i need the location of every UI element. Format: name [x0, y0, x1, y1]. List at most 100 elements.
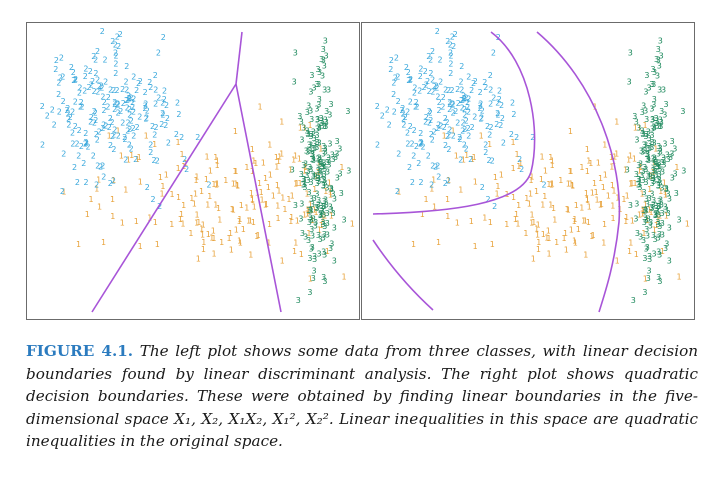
class-3-point: 3	[659, 52, 664, 61]
class-2-point: 2	[110, 37, 115, 46]
class-2-point: 2	[437, 98, 442, 107]
class-1-point: 1	[640, 190, 645, 199]
class-2-point: 2	[101, 172, 106, 181]
class-2-point: 2	[184, 165, 189, 174]
class-1-point: 1	[310, 216, 315, 225]
class-3-point: 3	[317, 160, 322, 169]
class-2-point: 2	[108, 141, 113, 150]
class-2-point: 2	[99, 82, 104, 91]
class-2-point: 2	[438, 77, 443, 86]
class-3-point: 3	[652, 249, 657, 258]
class-2-point: 2	[61, 97, 66, 106]
class-2-point: 2	[494, 120, 499, 129]
class-1-point: 1	[215, 161, 220, 170]
class-1-point: 1	[233, 167, 238, 176]
class-2-point: 2	[473, 77, 478, 86]
class-1-point: 1	[637, 167, 642, 176]
class-2-point: 2	[514, 133, 519, 142]
class-1-point: 1	[664, 211, 669, 220]
class-3-point: 3	[326, 153, 331, 162]
class-3-point: 3	[329, 185, 334, 194]
class-2-point: 2	[447, 100, 452, 109]
class-3-point: 3	[654, 158, 659, 167]
class-2-point: 2	[491, 48, 496, 57]
class-1-point: 1	[134, 217, 139, 226]
class-2-point: 2	[118, 30, 123, 39]
class-1-point: 1	[624, 213, 629, 222]
class-2-point: 2	[162, 95, 167, 104]
class-3-point: 3	[660, 209, 665, 218]
class-3-point: 3	[309, 71, 314, 80]
class-2-point: 2	[445, 118, 450, 127]
class-3-point: 3	[657, 62, 662, 71]
class-1-point: 1	[651, 159, 656, 168]
class-2-point: 2	[92, 118, 97, 127]
class-2-point: 2	[100, 93, 105, 102]
class-1-point: 1	[276, 214, 281, 223]
class-3-point: 3	[640, 148, 645, 157]
class-3-point: 3	[659, 200, 664, 209]
class-3-point: 3	[329, 206, 334, 215]
class-2-point: 2	[446, 131, 451, 140]
class-3-point: 3	[647, 267, 652, 276]
class-1-point: 1	[589, 232, 594, 241]
class-3-point: 3	[323, 122, 328, 131]
class-2-point: 2	[95, 87, 100, 96]
class-2-point: 2	[483, 83, 488, 92]
class-3-point: 3	[316, 174, 321, 183]
class-3-point: 3	[645, 144, 650, 153]
class-2-point: 2	[145, 183, 150, 192]
class-2-point: 2	[432, 82, 437, 91]
class-3-point: 3	[305, 108, 310, 117]
class-1-point: 1	[472, 153, 477, 162]
class-2-point: 2	[56, 90, 61, 99]
class-1-point: 1	[116, 127, 121, 136]
class-2-point: 2	[126, 91, 131, 100]
class-2-point: 2	[54, 56, 59, 65]
class-1-point: 1	[244, 163, 249, 172]
class-2-point: 2	[105, 102, 110, 111]
class-1-point: 1	[539, 175, 544, 184]
class-2-point: 2	[432, 128, 437, 137]
class-2-point: 2	[65, 106, 70, 115]
class-3-point: 3	[322, 251, 327, 260]
class-1-point: 1	[244, 204, 249, 213]
class-1-point: 1	[579, 204, 584, 213]
class-3-point: 3	[628, 48, 633, 57]
class-3-point: 3	[318, 167, 323, 176]
class-2-point: 2	[450, 33, 455, 42]
class-2-point: 2	[103, 77, 108, 86]
class-2-point: 2	[116, 132, 121, 141]
class-3-point: 3	[308, 141, 313, 150]
right-plot-frame	[361, 22, 695, 320]
class-1-point: 1	[176, 138, 181, 147]
class-3-point: 3	[655, 163, 660, 172]
class-1-point: 1	[653, 144, 658, 153]
class-3-point: 3	[657, 202, 662, 211]
class-3-point: 3	[307, 147, 312, 156]
class-1-point: 1	[201, 221, 206, 230]
class-2-point: 2	[50, 105, 55, 114]
class-1-point: 1	[518, 159, 523, 168]
class-1-point: 1	[516, 162, 521, 171]
class-1-point: 1	[129, 151, 134, 160]
class-1-point: 1	[470, 155, 475, 164]
class-3-point: 3	[303, 159, 308, 168]
class-2-point: 2	[40, 102, 45, 111]
class-2-point: 2	[134, 86, 139, 95]
class-3-point: 3	[331, 209, 336, 218]
class-3-point: 3	[316, 100, 321, 109]
class-1-point: 1	[677, 273, 682, 282]
class-1-point: 1	[568, 127, 573, 136]
class-3-point: 3	[309, 132, 314, 141]
class-3-point: 3	[321, 45, 326, 54]
class-1-point: 1	[487, 140, 492, 149]
class-2-point: 2	[160, 109, 165, 118]
class-3-point: 3	[321, 220, 326, 229]
class-2-point: 2	[66, 115, 71, 124]
class-3-point: 3	[647, 144, 652, 153]
class-1-point: 1	[188, 229, 193, 238]
class-3-point: 3	[636, 175, 641, 184]
class-3-point: 3	[647, 255, 652, 264]
